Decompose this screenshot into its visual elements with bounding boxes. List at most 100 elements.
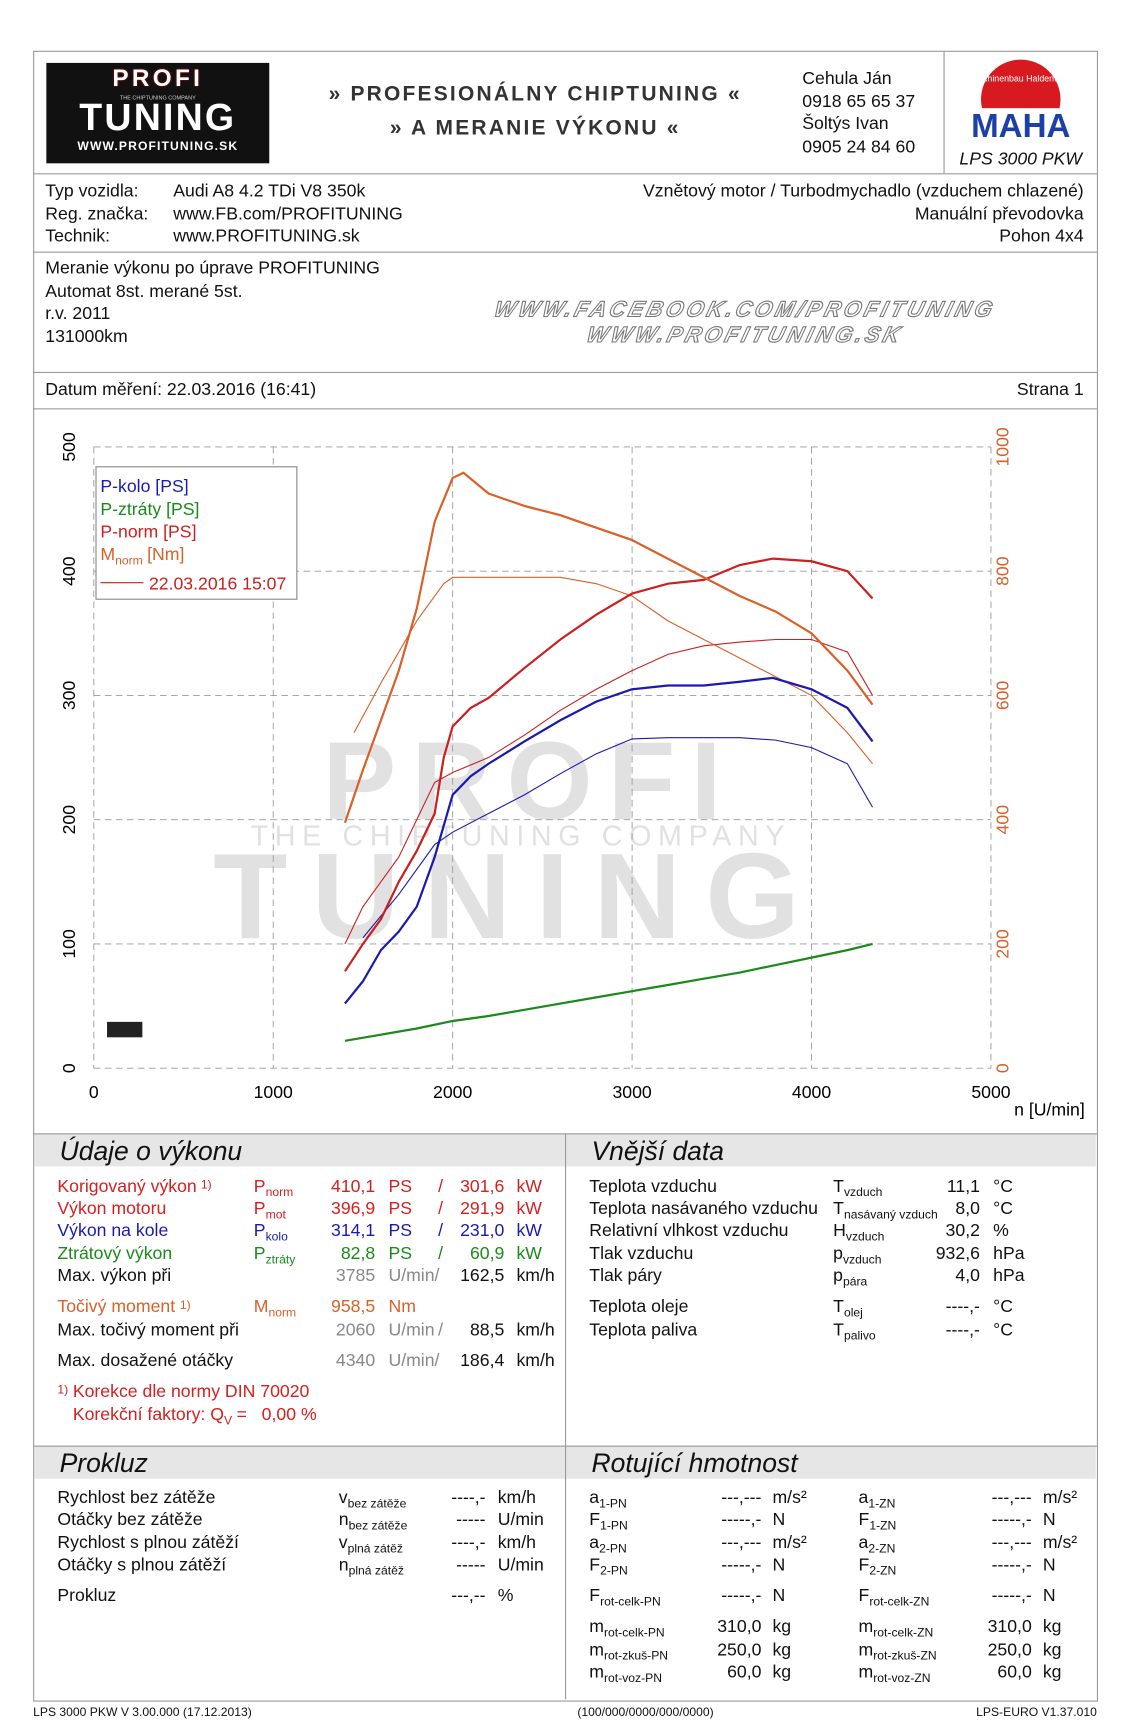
symbol: mrot-celk-ZN [859, 1617, 934, 1645]
unit: °C [993, 1177, 1013, 1197]
y2-tick-label: 800 [993, 556, 1013, 586]
x-tick-label: 4000 [792, 1082, 831, 1102]
vehicle-info: Manuální převodovka [914, 204, 1084, 224]
label: Otáčky s plnou zátěží [57, 1555, 227, 1575]
label: Rychlost bez zátěže [57, 1488, 216, 1508]
contact: Šoltýs Ivan [802, 114, 889, 134]
unit: m/s² [772, 1533, 807, 1553]
unit: kg [772, 1663, 792, 1682]
watermark: TUNING [213, 828, 824, 964]
footnote-mark: 1) [57, 1383, 69, 1398]
symbol-main: F [858, 1586, 870, 1606]
symbol-main: F [589, 1586, 601, 1606]
footnote: = 0,00 % [231, 1405, 317, 1425]
unit: U/min [497, 1510, 544, 1530]
unit: N [772, 1586, 786, 1606]
rule [33, 251, 1097, 253]
value: 162,5 [460, 1266, 505, 1286]
symbol-sub: 1-PN [599, 1497, 627, 1511]
value: 410,1 [331, 1177, 376, 1197]
x-axis-label: n [U/min] [1014, 1100, 1085, 1120]
maha-bg [975, 108, 1067, 140]
symbol-main: n [338, 1555, 349, 1575]
footer: LPS 3000 PKW V 3.00.000 (17.12.2013) [33, 1706, 252, 1720]
value: ----,- [945, 1320, 980, 1340]
value: 314,1 [331, 1221, 376, 1241]
unit: m/s² [772, 1488, 807, 1508]
value: -----,- [991, 1555, 1032, 1575]
unit: PS [388, 1221, 412, 1241]
vehicle-label: Technik: [45, 227, 111, 247]
legend-entry: P-kolo [PS] [100, 476, 188, 496]
unit: kW [516, 1177, 542, 1197]
value: 11,1 [946, 1177, 980, 1197]
value: 310,0 [987, 1617, 1032, 1637]
legend-box [95, 466, 298, 600]
symbol: Tpalivo [833, 1320, 876, 1348]
symbol-sub: 1-PN [600, 1519, 628, 1533]
section-title: Údaje o výkonu [59, 1136, 243, 1167]
contact: 0905 24 84 60 [802, 137, 916, 157]
date: Datum měření: 22.03.2016 (16:41) [45, 380, 317, 400]
page-number: Strana 1 [1016, 380, 1084, 400]
unit: U/min/ [388, 1351, 440, 1371]
unit: m/s² [1042, 1488, 1078, 1508]
unit: U/min/ [388, 1266, 440, 1286]
chart-logo [107, 1021, 143, 1038]
line-series [344, 638, 874, 945]
symbol-sub: plná zátěž [348, 1564, 404, 1579]
symbol: F1-PN [589, 1510, 627, 1538]
unit: kW [516, 1244, 542, 1264]
watermark: THE CHIPTUNING COMPANY [251, 820, 791, 852]
value: ---,--- [721, 1533, 762, 1553]
value: 932,6 [935, 1244, 980, 1264]
label: Výkon motoru [57, 1199, 167, 1219]
maha-brand: MAHA [971, 108, 1070, 145]
label: Korigovaný výkon [57, 1177, 197, 1197]
unit: kW [516, 1199, 542, 1219]
unit: km/h [516, 1320, 555, 1340]
separator: / [438, 1177, 444, 1197]
label: Teplota oleje [589, 1297, 689, 1317]
symbol-main: m [858, 1663, 874, 1682]
legend-text: M [100, 544, 115, 564]
symbol-sub: mot [265, 1208, 286, 1222]
unit: °C [993, 1297, 1013, 1317]
symbol-main: m [858, 1640, 874, 1660]
legend-text: norm [115, 553, 143, 567]
unit: N [1042, 1555, 1056, 1575]
rule [33, 173, 1097, 175]
y-tick-label: 300 [59, 681, 79, 711]
label: Max. výkon při [57, 1266, 172, 1286]
y2-tick-label: 200 [993, 929, 1013, 959]
symbol-main: P [253, 1244, 266, 1264]
symbol-sub: norm [268, 1306, 297, 1320]
value: 291,9 [460, 1199, 505, 1219]
unit: °C [993, 1199, 1013, 1219]
logo-url: WWW.PROFITUNING.SK [77, 140, 239, 154]
symbol-sub: ztráty [265, 1253, 296, 1267]
symbol-sub: vzduch [845, 1230, 885, 1244]
vehicle-info: Pohon 4x4 [999, 227, 1084, 247]
symbol: vbez zátěže [339, 1488, 407, 1516]
value: 958,5 [331, 1297, 376, 1317]
unit: hPa [993, 1266, 1025, 1286]
legend-text: [Nm] [147, 544, 184, 564]
footnote-mark: 1) [179, 1298, 191, 1313]
x-tick-label: 2000 [433, 1082, 472, 1102]
unit: kg [1042, 1640, 1062, 1660]
legend-entry: P-ztráty [PS] [100, 499, 199, 519]
symbol: F2-PN [589, 1555, 627, 1583]
value: 8,0 [955, 1199, 980, 1219]
separator: / [438, 1221, 444, 1241]
symbol-main: p [833, 1244, 843, 1264]
y2-tick-label: 400 [993, 805, 1013, 835]
symbol-sub: vzduch [843, 1186, 883, 1200]
vehicle-value: Audi A8 4.2 TDi V8 350k [173, 182, 366, 201]
symbol-main: P [253, 1199, 266, 1219]
vehicle-value: www.PROFITUNING.sk [173, 227, 360, 247]
symbol: Pkolo [254, 1220, 288, 1248]
slogan: » A MERANIE VÝKONU « [389, 116, 681, 141]
symbol: Pnorm [254, 1176, 293, 1204]
symbol-main: v [338, 1488, 348, 1508]
